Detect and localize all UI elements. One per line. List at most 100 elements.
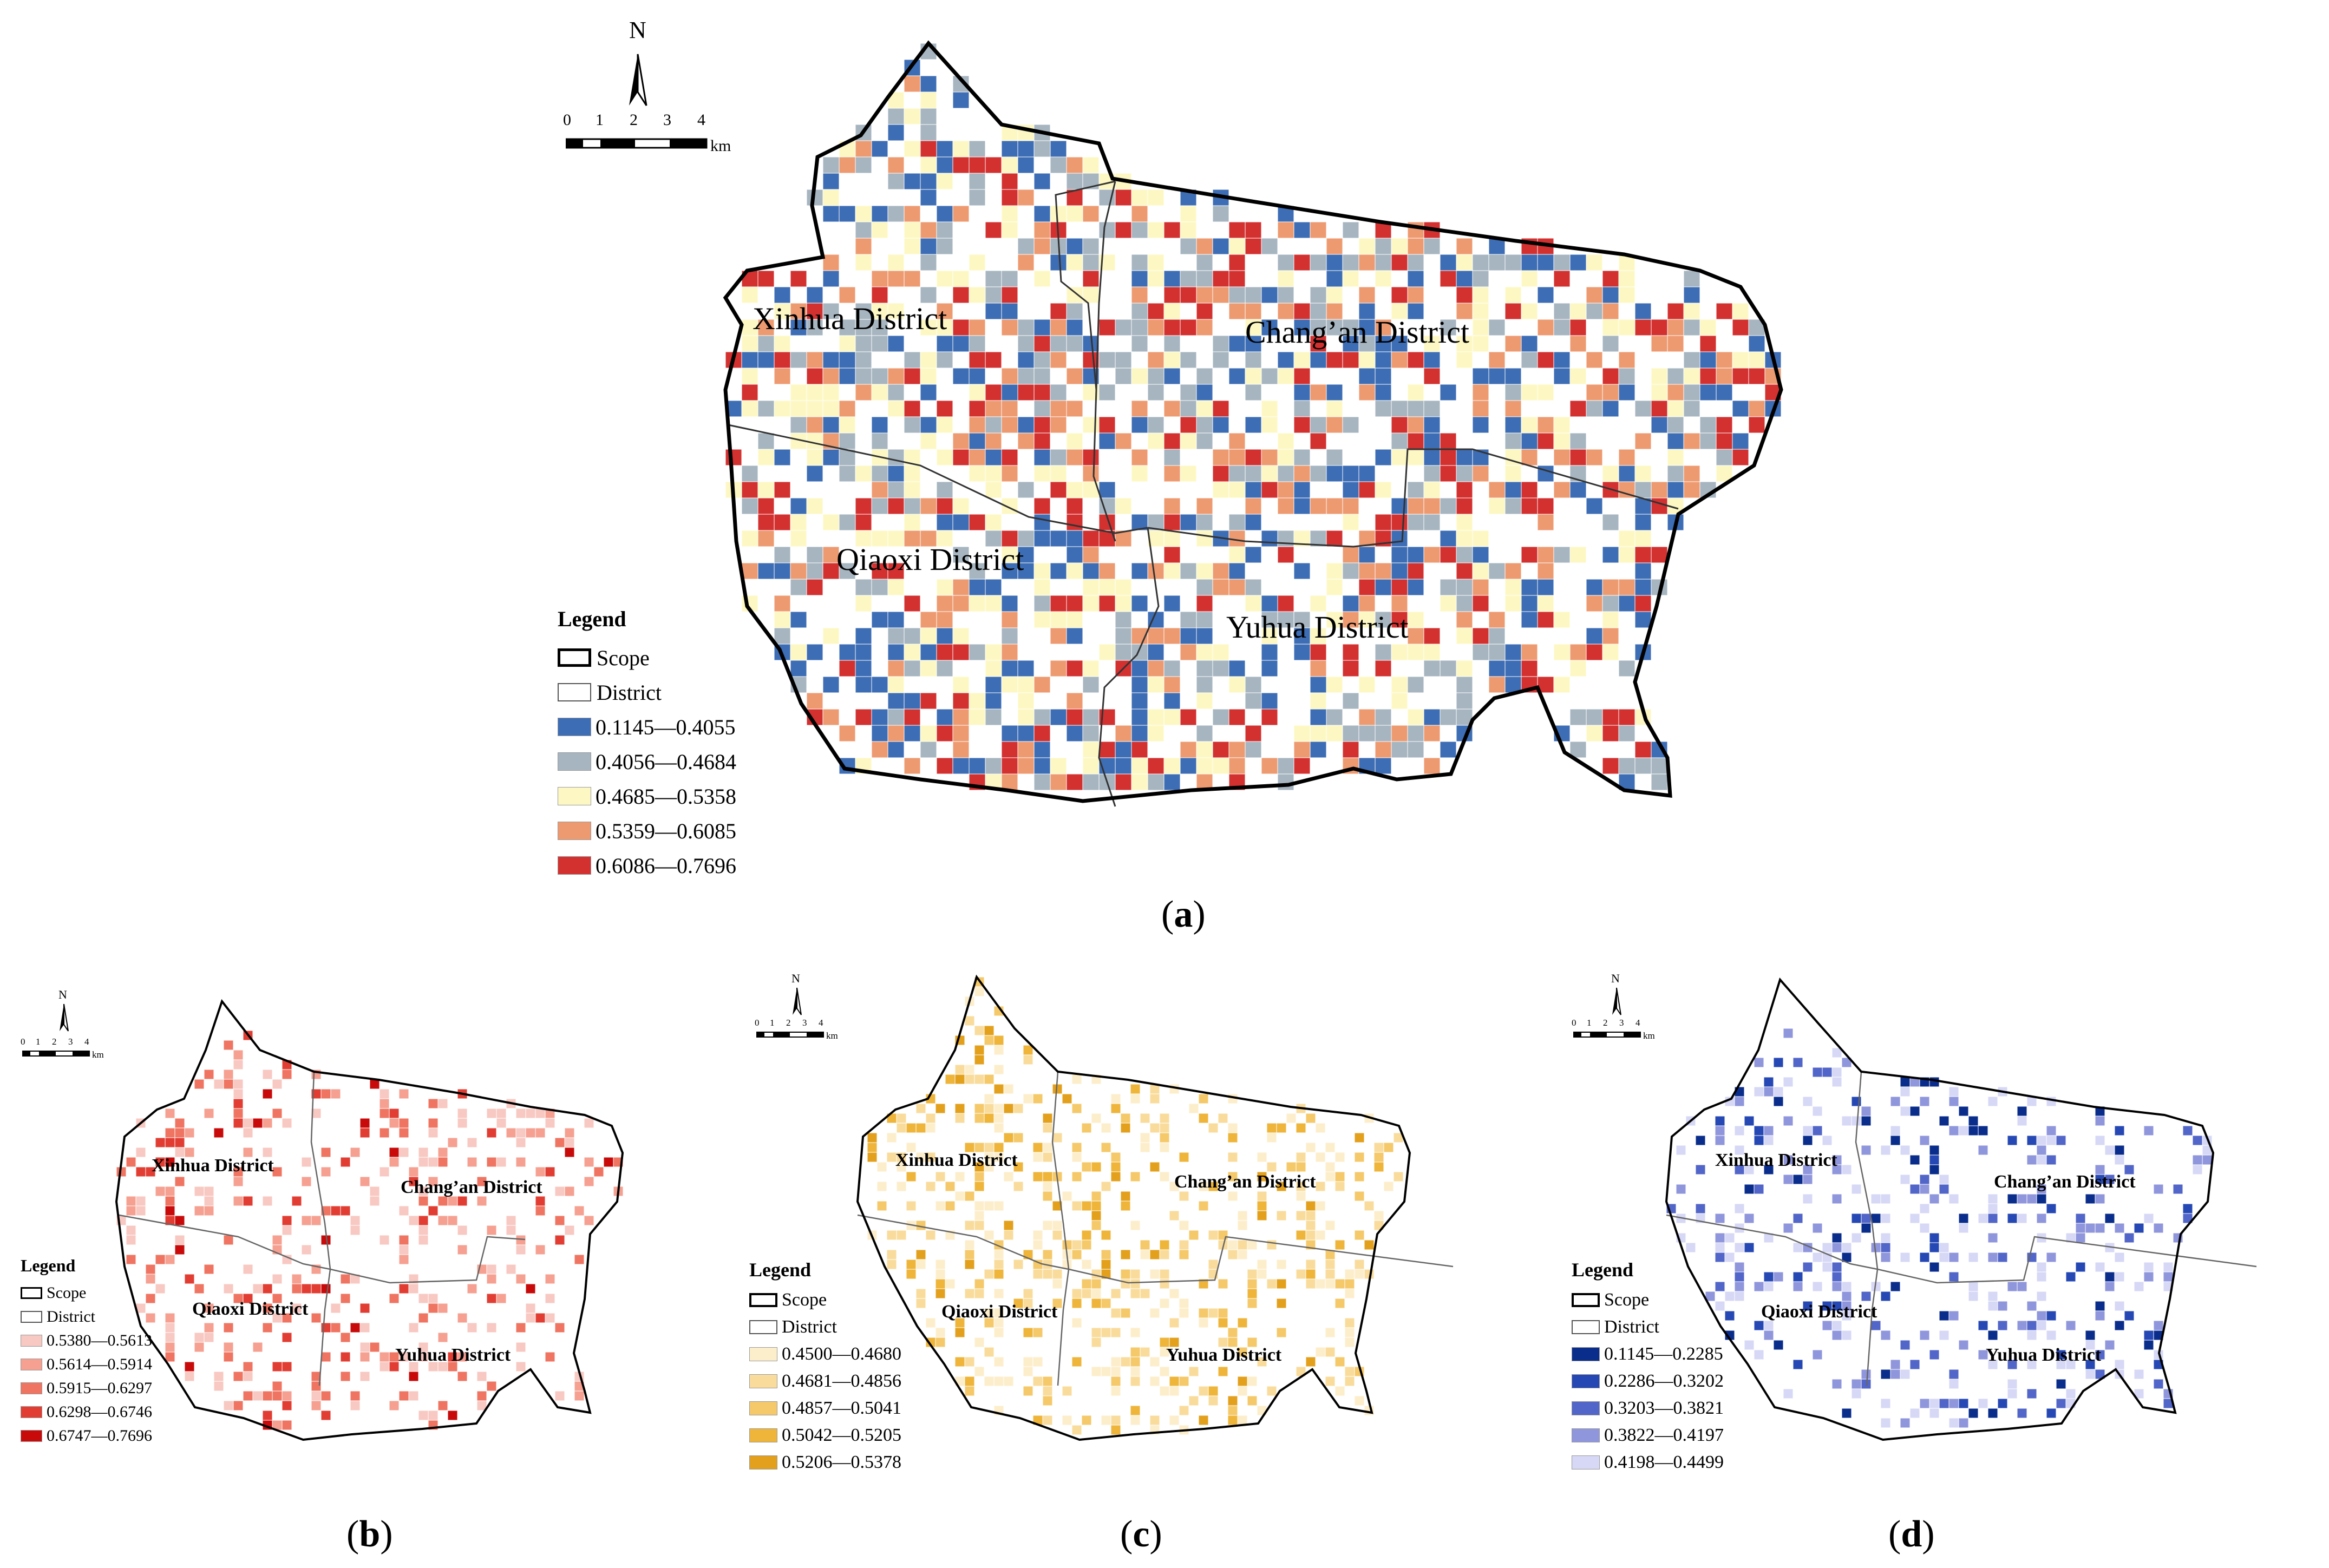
grid-cell [1802,1096,1813,1107]
grid-cell [1245,335,1262,352]
grid-cell [1082,757,1100,775]
grid-cell [1792,1057,1803,1068]
grid-cell [1091,1337,1102,1348]
grid-cell [936,757,953,775]
grid-cell [1683,270,1700,287]
grid-cell [985,270,1002,287]
grid-cell [1131,254,1148,271]
grid-cell [1504,400,1522,417]
grid-cell [1472,335,1489,352]
grid-cell [369,1186,380,1197]
grid-cell [839,644,856,661]
grid-cell [1212,238,1229,255]
grid-cell [1997,1252,2008,1263]
grid-cell [935,1259,946,1270]
grid-cell [1140,1132,1150,1143]
grid-cell [1488,254,1506,271]
grid-cell [1602,270,1619,287]
grid-cell [486,1108,497,1119]
grid-cell [1602,303,1619,320]
grid-cell [486,1127,497,1138]
grid-cell [952,319,970,336]
grid-cell [1208,1181,1219,1192]
scale-unit: km [826,1031,838,1041]
grid-cell [1968,1116,1979,1126]
grid-cell [1179,1191,1189,1202]
grid-cell [1715,1232,1725,1243]
grid-cell [1521,660,1538,677]
grid-cell [233,1059,244,1070]
grid-cell [1001,562,1018,580]
grid-cell [1939,1116,1949,1126]
grid-cell [1237,1376,1248,1387]
grid-cell [515,1244,526,1255]
grid-cell [1120,1113,1131,1124]
grid-cell [871,221,888,239]
grid-cell [1110,1366,1121,1377]
grid-cell [1130,1171,1141,1182]
grid-cell [2104,1174,2115,1185]
grid-cell [1586,449,1603,466]
legend-color-swatch [21,1335,42,1347]
grid-cell [1208,1395,1219,1406]
grid-cell [2095,1310,2105,1321]
grid-cell [1521,384,1538,401]
grid-cell [855,644,872,661]
grid-cell [1987,1213,1998,1224]
grid-cell [2065,1320,2076,1331]
grid-cell [1101,1415,1111,1426]
grid-cell [774,400,791,417]
scale-unit: km [710,137,731,155]
grid-cell [184,1361,195,1372]
grid-cell [984,1230,995,1241]
grid-cell [1196,579,1213,596]
grid-cell [1488,627,1506,645]
legend-class-label: 0.2286—0.3202 [1604,1371,1724,1391]
grid-cell [1017,692,1035,710]
grid-cell [1001,400,1018,417]
grid-cell [418,1410,429,1421]
grid-cell [1602,579,1619,596]
grid-cell [1066,319,1083,336]
grid-cell [855,497,872,515]
grid-cell [1196,432,1213,450]
grid-cell [2153,1379,2164,1389]
legend-class-label: 0.4685—0.5358 [596,784,736,809]
grid-cell [1315,1123,1326,1133]
grid-cell [936,173,953,190]
grid-cell [564,1147,575,1158]
grid-cell [1456,562,1473,580]
grid-cell [1537,611,1554,628]
grid-cell [1763,1125,1774,1136]
grid-cell [1909,1154,1920,1165]
grid-cell [1391,238,1408,255]
grid-cell [1042,1376,1053,1387]
grid-cell [1325,1259,1336,1270]
grid-cell [1001,286,1018,304]
grid-cell [1929,1164,1940,1175]
grid-cell [1326,579,1343,596]
grid-cell [1033,270,1051,287]
grid-cell [1699,368,1717,385]
grid-cell [1149,1356,1160,1367]
grid-cell [243,1361,253,1372]
grid-cell [887,303,905,320]
grid-cell [262,1088,273,1099]
grid-cell [1042,1123,1053,1133]
grid-cell [379,1127,390,1138]
grid-cell [1334,1298,1345,1309]
grid-cell [1831,1047,1842,1058]
grid-cell [155,1186,166,1197]
grid-cell [1033,757,1051,775]
north-arrow-icon: N [54,988,76,1034]
grid-cell [282,1225,292,1236]
grid-cell [1228,708,1246,726]
grid-cell [1277,465,1294,482]
grid-cell [1342,351,1359,369]
grid-cell [969,384,986,401]
grid-cell [1163,514,1181,531]
grid-cell [920,611,937,628]
grid-cell [1407,238,1424,255]
grid-cell [301,1283,312,1294]
grid-cell [437,1400,448,1411]
